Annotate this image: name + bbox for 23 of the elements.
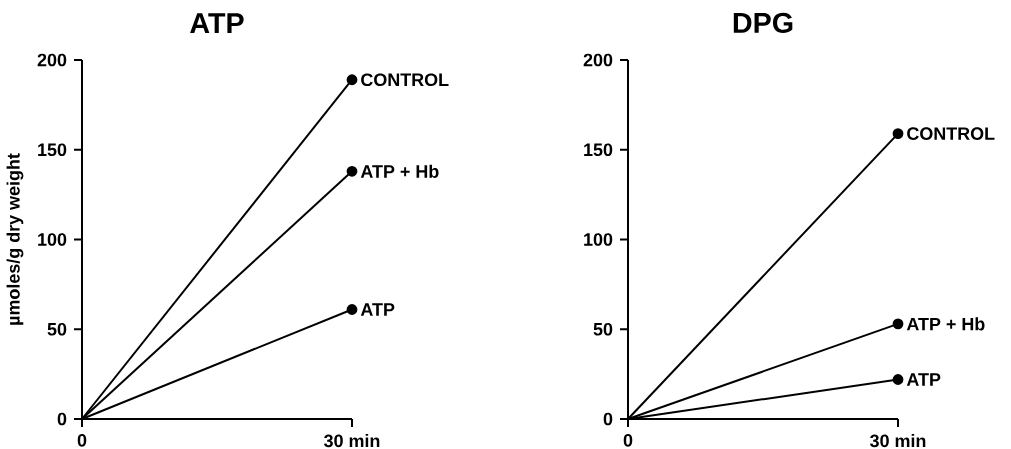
series-label: CONTROL — [361, 73, 449, 87]
y-tick-label: 50 — [47, 322, 67, 336]
series-label: CONTROL — [907, 127, 995, 140]
x-tick-label: 30 min — [324, 434, 380, 448]
y-tick-label: 100 — [584, 233, 613, 246]
y-tick-label: 0 — [603, 412, 613, 426]
x-tick-label: 0 — [623, 434, 633, 447]
y-tick-label: 200 — [583, 53, 613, 67]
series-label: ATP — [360, 303, 395, 316]
y-axis-title: µmoles/g dry weight — [6, 153, 24, 325]
y-tick-label: 150 — [38, 143, 67, 157]
y-tick-label: 50 — [593, 322, 613, 336]
chart-title: ATP — [190, 13, 244, 33]
series-label: ATP — [906, 373, 941, 386]
series-label: ATP + Hb — [360, 164, 439, 178]
y-tick-label: 100 — [38, 233, 67, 246]
y-tick-label: 200 — [37, 53, 67, 67]
y-tick-label: 150 — [584, 143, 613, 157]
series-label: ATP + Hb — [906, 317, 985, 331]
y-tick-label: 0 — [57, 412, 67, 426]
x-tick-label: 0 — [77, 434, 87, 447]
chart-title: DPG — [733, 12, 793, 33]
x-tick-label: 30 min — [870, 434, 926, 448]
